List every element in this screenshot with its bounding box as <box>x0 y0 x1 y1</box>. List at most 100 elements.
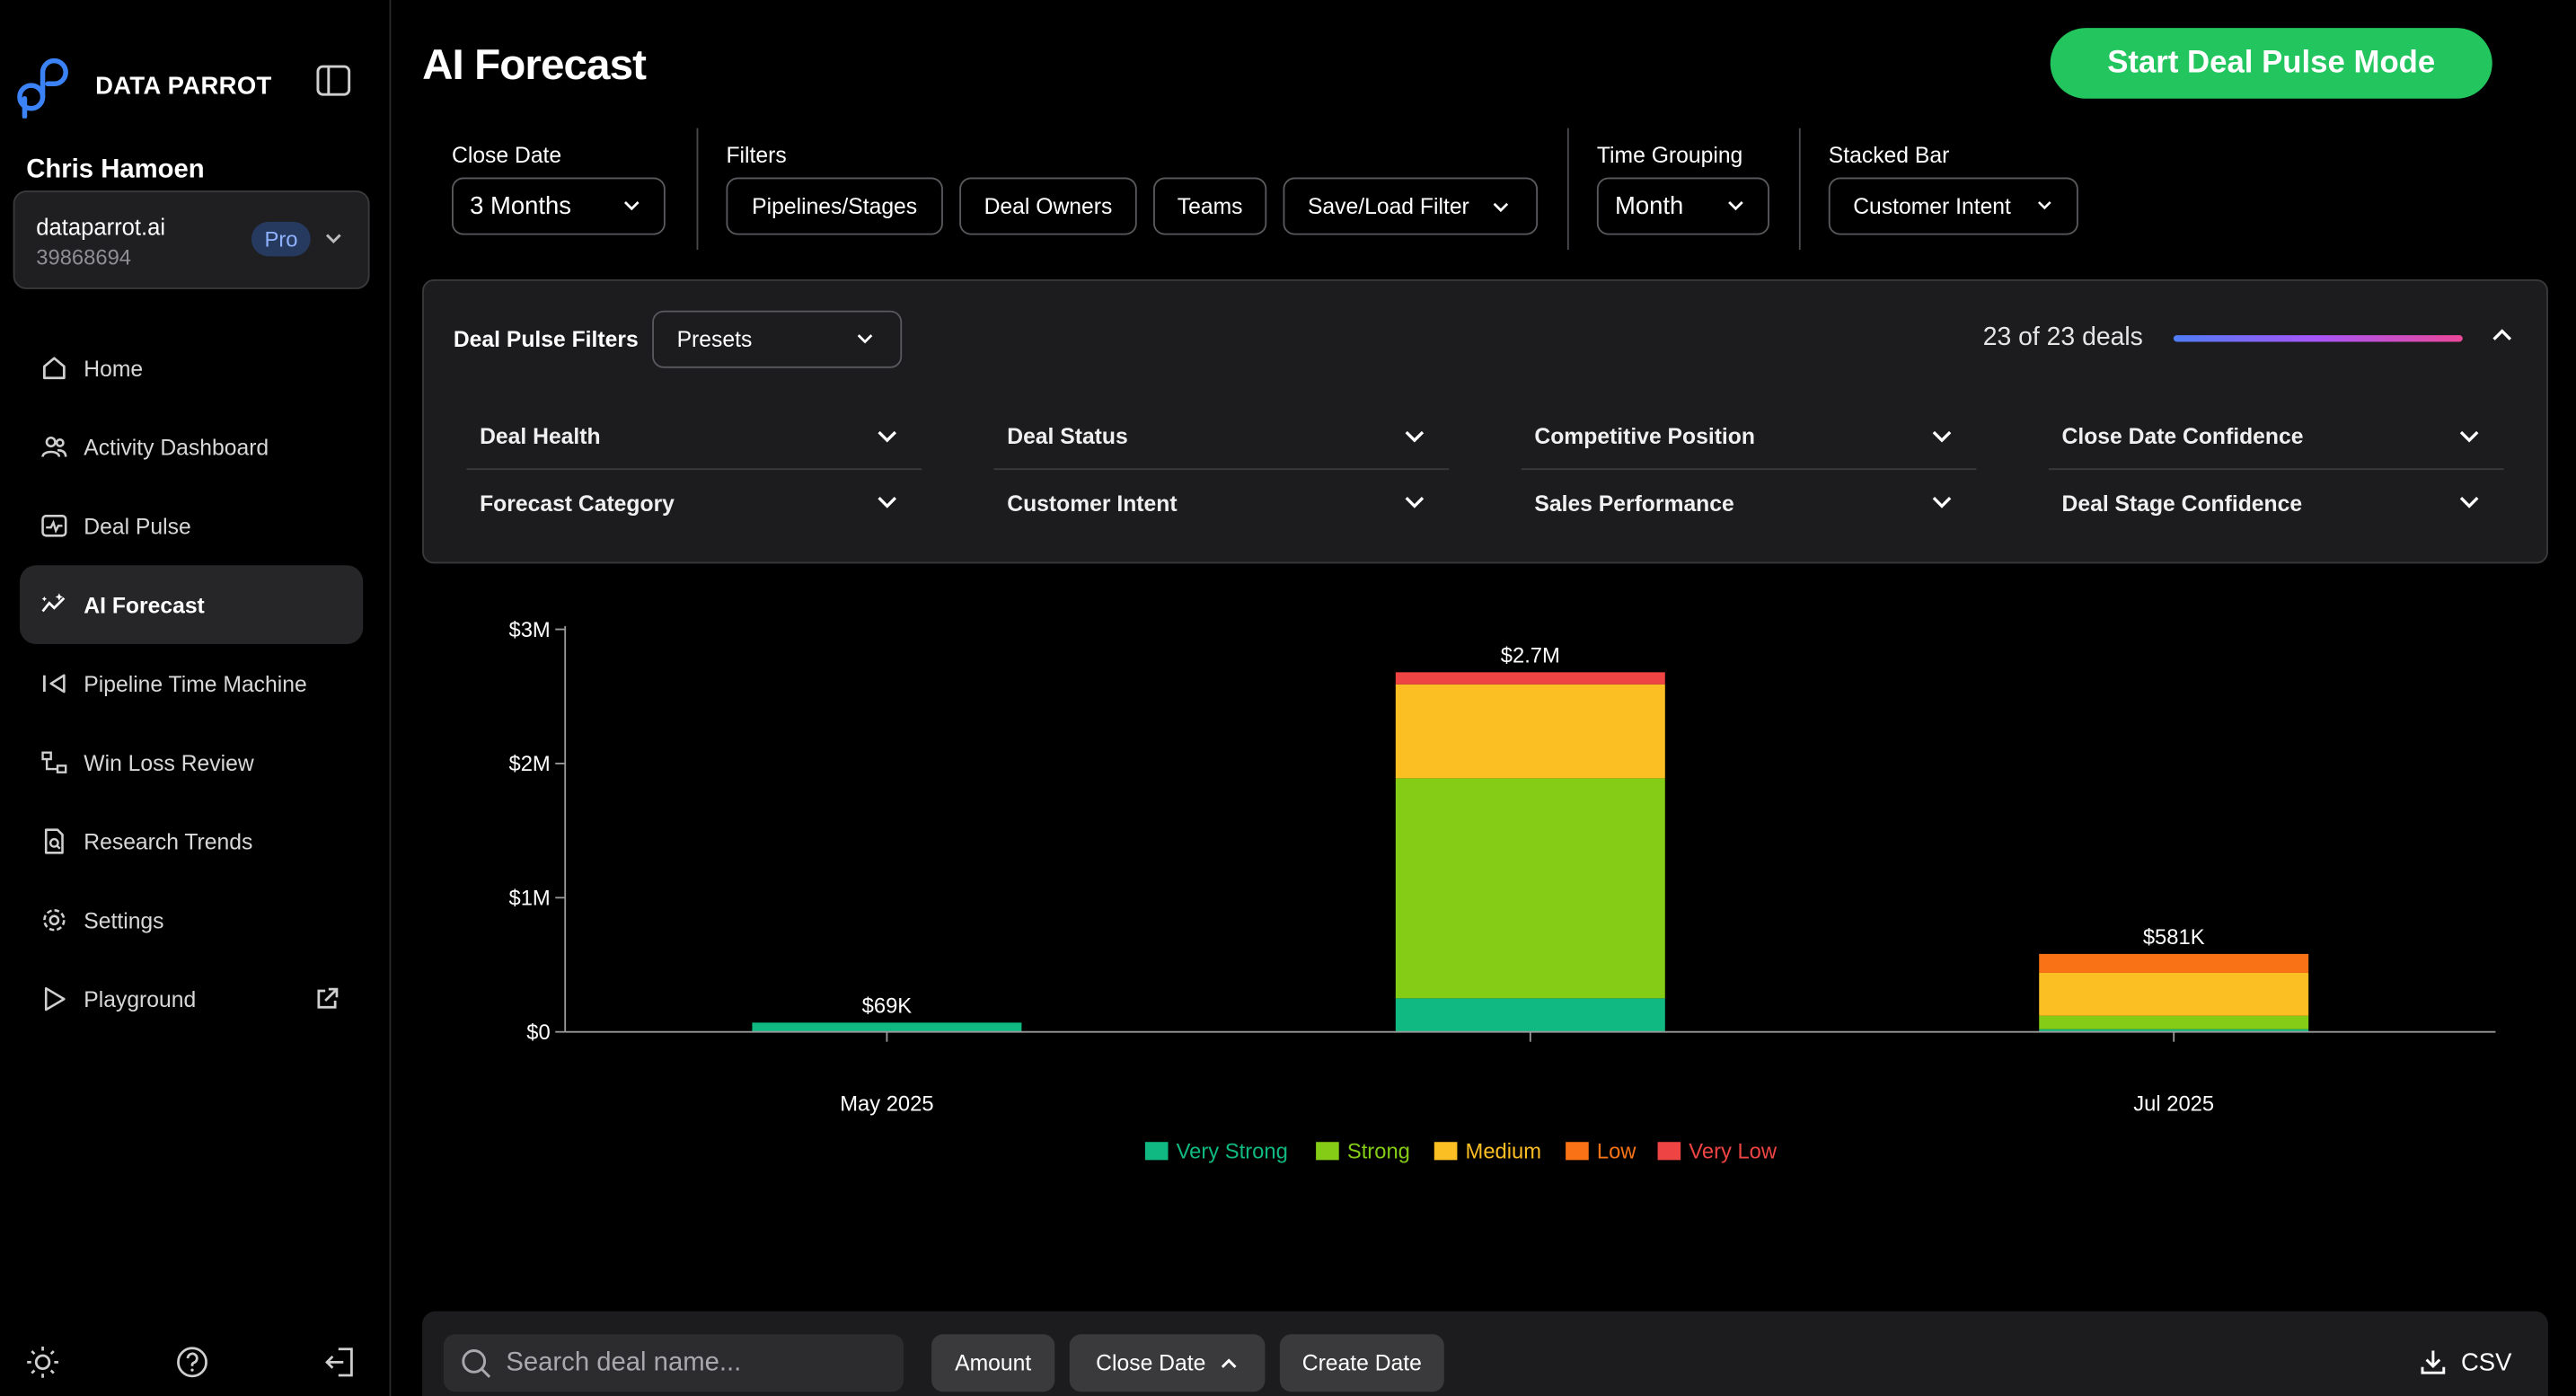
filter-label: Forecast Category <box>480 490 675 516</box>
chevron-down-icon <box>1932 497 1952 508</box>
legend-label: Strong <box>1347 1140 1410 1164</box>
csv-download-button[interactable]: CSV <box>2418 1347 2511 1377</box>
bar-segment <box>1395 672 1665 685</box>
stacked-bar-label: Stacked Bar <box>1828 143 1950 168</box>
org-id: 39868694 <box>36 244 132 269</box>
external-link-icon <box>317 987 339 1009</box>
org-switcher[interactable]: dataparrot.ai 39868694 Pro <box>13 190 370 289</box>
sidebar-item-research-trends[interactable]: Research Trends <box>20 802 363 881</box>
presets-label: Presets <box>676 326 753 352</box>
chevron-down-icon <box>878 497 897 508</box>
button-label: Close Date <box>1096 1350 1206 1375</box>
chevron-down-icon <box>1493 202 1509 213</box>
sidebar: DATA PARROT Chris Hamoen dataparrot.ai 3… <box>0 0 392 1396</box>
bar-segment <box>752 1022 1022 1032</box>
sidebar-item-pipeline-time-machine[interactable]: Pipeline Time Machine <box>20 644 363 723</box>
sidebar-item-label: Research Trends <box>84 828 253 854</box>
stacked-bar-select[interactable]: Customer Intent <box>1828 177 2078 235</box>
deal-count: 23 of 23 deals <box>1982 323 2143 352</box>
filter-deal-health[interactable]: Deal Health <box>466 404 922 471</box>
brand-name: DATA PARROT <box>95 71 272 100</box>
sidebar-item-activity-dashboard[interactable]: Activity Dashboard <box>20 408 363 487</box>
filter-sales-performance[interactable]: Sales Performance <box>1522 470 1977 535</box>
theme-toggle-icon[interactable] <box>24 1344 60 1380</box>
y-tick-label: $1M <box>509 887 551 911</box>
sort-create-date-button[interactable]: Create Date <box>1279 1334 1444 1392</box>
bar-segment <box>2039 953 2309 973</box>
sidebar-footer <box>0 1344 391 1383</box>
filter-competitive-position[interactable]: Competitive Position <box>1521 404 1977 471</box>
user-name: Chris Hamoen <box>26 155 205 184</box>
sidebar-item-playground[interactable]: Playground <box>20 959 363 1038</box>
sidebar-item-home[interactable]: Home <box>20 329 363 408</box>
chevron-down-icon <box>1932 430 1952 443</box>
chevron-down-icon <box>325 234 341 243</box>
time-grouping-value: Month <box>1615 192 1684 221</box>
bar-total-label: $2.7M <box>1501 643 1560 667</box>
bar-segment <box>1395 778 1665 999</box>
sidebar-nav: Home Activity Dashboard Deal Pulse AI Fo… <box>19 329 364 1038</box>
sidebar-collapse-icon[interactable] <box>315 64 351 97</box>
doc-search-icon <box>44 828 64 854</box>
filter-forecast-category[interactable]: Forecast Category <box>466 470 922 535</box>
time-grouping-label: Time Grouping <box>1596 143 1743 168</box>
time-grouping-select[interactable]: Month <box>1596 177 1769 235</box>
bar-segment <box>2039 1029 2309 1032</box>
sidebar-item-deal-pulse[interactable]: Deal Pulse <box>20 486 363 565</box>
search-icon <box>462 1348 491 1377</box>
deal-pulse-filters-panel: Deal Pulse Filters Presets 23 of 23 deal… <box>422 278 2548 564</box>
deal-pulse-filters-title: Deal Pulse Filters <box>453 326 639 352</box>
search-input[interactable] <box>506 1347 885 1378</box>
chevron-down-icon <box>1405 430 1425 443</box>
close-date-label: Close Date <box>452 143 562 168</box>
chevron-down-icon <box>2459 497 2479 508</box>
search-box <box>443 1334 904 1392</box>
legend-label: Very Strong <box>1177 1140 1288 1164</box>
x-tick-label: May 2025 <box>840 1091 933 1116</box>
pipelines-stages-button[interactable]: Pipelines/Stages <box>726 177 943 235</box>
bar-segment <box>1395 684 1665 779</box>
save-load-filter-button[interactable]: Save/Load Filter <box>1283 177 1539 235</box>
chevron-down-icon <box>1728 201 1743 211</box>
sidebar-item-label: Settings <box>84 907 164 933</box>
filter-deal-status[interactable]: Deal Status <box>993 404 1450 471</box>
sidebar-item-label: Deal Pulse <box>84 513 191 539</box>
bar-segment <box>1395 998 1665 1032</box>
legend-swatch <box>1657 1142 1681 1161</box>
close-date-select[interactable]: 3 Months <box>452 177 666 235</box>
sidebar-item-settings[interactable]: Settings <box>20 880 363 959</box>
legend-swatch <box>1144 1142 1169 1161</box>
legend-swatch <box>1434 1142 1458 1161</box>
gear-icon <box>43 909 66 932</box>
sidebar-item-ai-forecast[interactable]: AI Forecast <box>19 565 364 645</box>
start-deal-pulse-button[interactable]: Start Deal Pulse Mode <box>2050 28 2492 99</box>
data-parrot-logo-icon <box>17 57 68 119</box>
filter-deal-stage-confidence[interactable]: Deal Stage Confidence <box>2049 470 2504 535</box>
filter-label: Deal Status <box>1007 423 1128 449</box>
chevron-up-icon[interactable] <box>2491 327 2514 343</box>
button-label: Deal Owners <box>984 193 1113 219</box>
close-date-value: 3 Months <box>470 192 571 221</box>
page-title: AI Forecast <box>422 39 647 89</box>
filter-close-date-confidence[interactable]: Close Date Confidence <box>2048 404 2504 471</box>
filter-customer-intent[interactable]: Customer Intent <box>994 470 1450 535</box>
help-icon[interactable] <box>174 1344 210 1380</box>
pulse-icon <box>41 515 67 537</box>
sidebar-item-win-loss-review[interactable]: Win Loss Review <box>20 723 363 802</box>
filter-label: Deal Health <box>480 423 601 449</box>
legend-label: Very Low <box>1689 1140 1778 1164</box>
y-tick-label: $0 <box>526 1020 550 1045</box>
presets-select[interactable]: Presets <box>652 310 903 368</box>
sidebar-item-label: Pipeline Time Machine <box>84 671 307 696</box>
bar-segment <box>2039 972 2309 1016</box>
deal-owners-button[interactable]: Deal Owners <box>959 177 1137 235</box>
sort-amount-button[interactable]: Amount <box>931 1334 1055 1392</box>
teams-button[interactable]: Teams <box>1153 177 1267 235</box>
rewind-icon <box>43 674 66 694</box>
sort-close-date-button[interactable]: Close Date <box>1069 1334 1266 1392</box>
button-label: Amount <box>955 1350 1032 1375</box>
legend-swatch <box>1566 1142 1589 1161</box>
logout-icon[interactable] <box>322 1344 358 1380</box>
chevron-down-icon <box>878 430 897 443</box>
brand[interactable]: DATA PARROT <box>16 53 271 119</box>
